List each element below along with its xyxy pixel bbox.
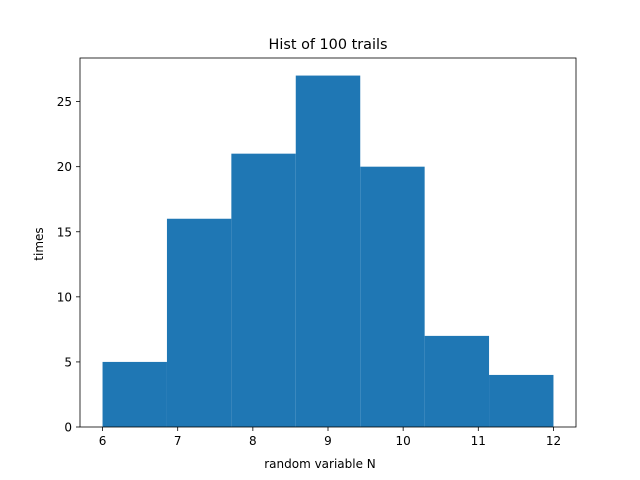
chart-title: Hist of 100 trails — [269, 37, 388, 53]
x-axis-label: random variable N — [264, 457, 376, 471]
histogram-bar-5 — [424, 335, 490, 427]
y-tick-label: 10 — [57, 290, 72, 304]
x-tick-label: 9 — [324, 434, 332, 448]
y-tick-label: 25 — [57, 95, 72, 109]
x-tick-label: 12 — [546, 434, 561, 448]
x-tick-label: 6 — [99, 434, 107, 448]
y-axis-label: times — [32, 227, 46, 260]
y-tick-label: 15 — [57, 225, 72, 239]
histogram-bar-0 — [102, 361, 167, 427]
histogram-bar-4 — [360, 166, 425, 427]
histogram-bar-2 — [231, 153, 296, 427]
histogram-bar-6 — [489, 374, 554, 427]
y-tick-label: 0 — [64, 421, 72, 435]
y-tick-label: 5 — [64, 355, 72, 369]
y-axis-ticks: 0 5 10 15 20 25 — [57, 95, 80, 435]
y-tick-label: 20 — [57, 160, 72, 174]
bars-group — [102, 75, 554, 428]
plot-frame — [79, 57, 577, 428]
histogram-bar-3 — [295, 75, 361, 428]
x-tick-label: 10 — [396, 434, 411, 448]
x-tick-label: 7 — [174, 434, 182, 448]
x-tick-label: 8 — [249, 434, 257, 448]
histogram-bar-1 — [166, 218, 232, 427]
x-axis-ticks: 6 7 8 9 10 11 12 — [99, 427, 561, 448]
x-tick-label: 11 — [471, 434, 486, 448]
